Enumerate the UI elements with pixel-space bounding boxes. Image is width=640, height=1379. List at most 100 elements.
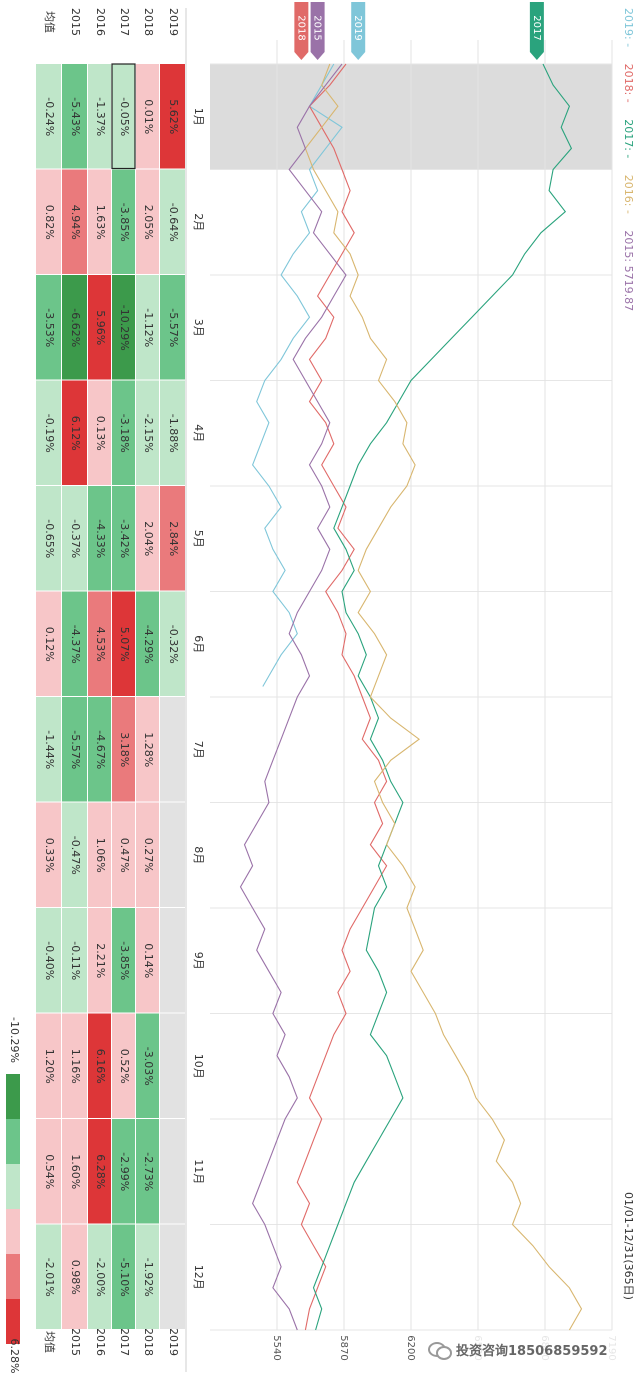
table-cell-value: -2.00% (94, 1258, 107, 1297)
table-cell-value: -2.01% (43, 1258, 56, 1297)
table-cell (36, 591, 61, 696)
table-cell-value: -0.19% (43, 414, 56, 453)
table-cell-value: 1.16% (69, 1049, 82, 1084)
month-label: 5月 (192, 530, 205, 548)
color-scale-max-label: 6.28% (8, 1339, 21, 1374)
table-cell (36, 275, 61, 380)
series-line-2019 (251, 63, 343, 687)
table-cell (88, 1013, 111, 1118)
table-cell-value: -3.85% (118, 941, 131, 980)
table-cell (112, 697, 135, 802)
table-cell (136, 275, 159, 380)
table-cell (112, 275, 135, 380)
table-cell (136, 169, 159, 274)
table-cell (88, 697, 111, 802)
series-flag-2017: 2017 (529, 2, 544, 60)
month-label: 10月 (192, 1054, 205, 1079)
series-flag-2019: 2019 (351, 2, 366, 60)
table-cell-value: 6.16% (94, 1049, 107, 1084)
table-cell (160, 64, 185, 169)
row-label-top: 2017 (118, 8, 131, 36)
table-cell-value: -0.05% (118, 97, 131, 136)
table-cell (62, 275, 87, 380)
table-cell-value: -6.62% (69, 308, 82, 347)
table-cell (112, 1224, 135, 1329)
table-cell (62, 1119, 87, 1224)
row-label-bottom: 2016 (94, 1328, 107, 1356)
table-cell (36, 169, 61, 274)
table-cell-value: -0.47% (69, 836, 82, 875)
table-cell-value: 0.54% (43, 1154, 56, 1189)
table-cell (136, 908, 159, 1013)
table-cell-value: -0.32% (167, 625, 180, 664)
series-flag-label: 2019 (352, 15, 363, 40)
table-cell-value: -4.29% (142, 625, 155, 664)
table-cell (112, 169, 135, 274)
table-cell-value: 1.20% (43, 1049, 56, 1084)
table-cell (136, 64, 159, 169)
table-cell-value: 0.98% (69, 1260, 82, 1295)
table-cell-value: 2.21% (94, 943, 107, 978)
table-cell-value: 2.84% (167, 521, 180, 556)
series-flag-shape (529, 2, 544, 60)
table-cell (160, 697, 185, 802)
table-cell-value: -2.99% (118, 1152, 131, 1191)
series-flag-2018: 2018 (294, 2, 309, 60)
date-range-label: 01/01-12/31(365日) (622, 1192, 635, 1300)
table-cell (62, 591, 87, 696)
table-cell (112, 380, 135, 485)
table-cell-value: -0.64% (167, 203, 180, 242)
legend-entry-2019: 2019: - (622, 8, 635, 47)
row-label-bottom: 2017 (118, 1328, 131, 1356)
table-cell-value: -1.88% (167, 414, 180, 453)
table-cell-value: -3.03% (142, 1047, 155, 1086)
table-cell (36, 697, 61, 802)
table-cell (36, 1224, 61, 1329)
table-cell-value: 0.14% (142, 943, 155, 978)
series-flag-shape (351, 2, 366, 60)
table-cell (136, 697, 159, 802)
value-tick-label: 6200 (405, 1335, 416, 1360)
table-cell-value: -2.15% (142, 414, 155, 453)
table-cell-value: -5.57% (167, 308, 180, 347)
month-label: 2月 (192, 213, 205, 231)
color-scale-swatch (6, 1209, 20, 1254)
watermark-text: 投资咨询18506859592 (456, 1343, 608, 1359)
seasonality-line-chart: 5540587062006530686071902019201520182017… (210, 2, 635, 1361)
table-cell-value: 4.53% (94, 627, 107, 662)
table-cell (111, 63, 136, 170)
table-cell-value: -0.11% (69, 941, 82, 980)
table-cell (36, 908, 61, 1013)
table-cell-value: 6.12% (69, 416, 82, 451)
month-label: 12月 (192, 1265, 205, 1290)
table-cell-value: 1.60% (69, 1154, 82, 1189)
table-cell (36, 64, 61, 169)
month-label: 4月 (192, 424, 205, 442)
table-cell (160, 380, 185, 485)
series-flag-label: 2018 (295, 15, 306, 40)
value-tick-label: 5540 (271, 1335, 282, 1360)
table-cell-value: -4.37% (69, 625, 82, 664)
table-cell (36, 1119, 61, 1224)
table-cell (62, 64, 87, 169)
table-cell-value: 3.18% (118, 732, 131, 767)
table-cell (62, 802, 87, 907)
table-cell (36, 380, 61, 485)
row-label-top: 2019 (167, 8, 180, 36)
table-cell (136, 1119, 159, 1224)
table-cell (112, 486, 135, 591)
table-cell (136, 591, 159, 696)
table-cell-value: 0.52% (118, 1049, 131, 1084)
series-flag-label: 2017 (531, 15, 542, 40)
table-cell (136, 1224, 159, 1329)
table-cell (62, 1013, 87, 1118)
row-label-top: 均值 (43, 11, 56, 33)
table-cell-value: -1.92% (142, 1258, 155, 1297)
table-cell (136, 486, 159, 591)
series-flag-2015: 2015 (310, 2, 325, 60)
table-cell-value: -5.43% (69, 97, 82, 136)
table-cell (88, 169, 111, 274)
table-cell-value: 0.33% (43, 838, 56, 873)
table-cell (160, 275, 185, 380)
